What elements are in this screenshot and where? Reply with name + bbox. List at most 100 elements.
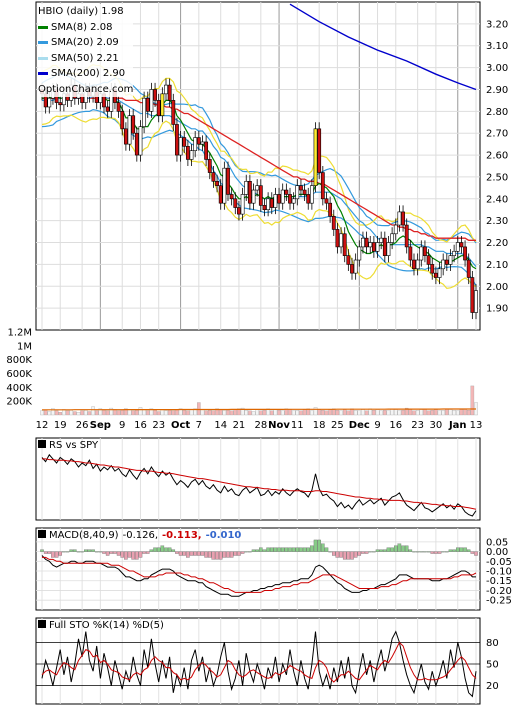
candle-body (288, 194, 292, 204)
candle-body (404, 224, 409, 248)
macd-histogram-bar (390, 547, 394, 552)
volume-bar (142, 409, 146, 416)
macd-histogram-bar (394, 545, 398, 552)
volume-bar (408, 409, 413, 416)
candle-body (251, 189, 256, 204)
watermark: OptionChance.com (38, 83, 134, 95)
candle-body (142, 97, 147, 127)
volume-ytick-label: 200K (6, 397, 32, 408)
xtick-label: 12 (36, 420, 49, 431)
volume-bar (353, 410, 358, 416)
candle-body (189, 150, 194, 160)
volume-ytick-label: 600K (6, 369, 32, 380)
candle-body (419, 246, 424, 261)
volume-bar (40, 410, 44, 416)
macd-histogram-bar (65, 551, 70, 553)
candle-body (196, 137, 201, 145)
legend-sma50: SMA(50) 2.21 (38, 51, 133, 67)
macd-histogram-bar (204, 551, 208, 558)
candle-body (211, 172, 216, 182)
volume-bar (277, 410, 281, 416)
xtick-label: 19 (54, 420, 67, 431)
candle-body (306, 194, 311, 204)
price-ytick-label: 2.50 (486, 172, 508, 183)
price-panel: 3.20 3.10 3.00 2.90 2.80 2.70 2.60 2.50 2.40 2.30… (35, 1, 508, 331)
macd-histogram-bar (342, 551, 347, 560)
candle-body (138, 126, 143, 156)
rs-average-line (42, 458, 477, 510)
volume-bar (280, 410, 285, 416)
volume-bar (342, 409, 347, 416)
volume-bar (182, 410, 186, 416)
candle-body (452, 250, 457, 256)
lower-yellow-band (41, 114, 477, 290)
volume-bar (419, 409, 424, 416)
candle-body (164, 84, 168, 95)
candle-body (346, 255, 351, 265)
macd-histogram-bar (328, 551, 332, 553)
volume-bar (98, 408, 103, 416)
candle-body (412, 259, 416, 270)
macd-histogram-bar (412, 551, 416, 553)
volume-bar (426, 410, 431, 416)
candle-body (299, 185, 303, 191)
candle-body (105, 106, 110, 112)
xtick-label: Oct (171, 420, 190, 431)
price-ytick-label: 2.00 (486, 282, 508, 293)
volume-bar (116, 410, 121, 416)
volume-bar (335, 410, 340, 416)
candle-body (390, 233, 395, 243)
candle-body (324, 198, 329, 204)
volume-bar (208, 410, 212, 416)
price-ytick-label: 3.20 (486, 19, 508, 30)
candle-body (262, 205, 267, 211)
macd-histogram-bar (160, 545, 165, 552)
macd-histogram-bar (237, 551, 241, 556)
macd-histogram-bar (288, 547, 292, 552)
candle-body (149, 89, 154, 112)
macd-histogram-bar (233, 551, 238, 556)
macd-histogram-bar (109, 551, 114, 554)
candle-body (371, 242, 376, 252)
volume-bar (91, 406, 95, 416)
macd-panel: 0.050.00-0.05-0.10-0.15-0.20-0.25 (35, 527, 512, 611)
xtick-label: 21 (233, 420, 246, 431)
macd-histogram-bar (404, 545, 409, 552)
macd-histogram-bar (441, 551, 445, 553)
candle-body (328, 202, 333, 217)
legend-sma200: SMA(200) 2.90 (38, 66, 133, 82)
macd-histogram-bar (149, 549, 154, 552)
candle-body (459, 242, 464, 248)
volume-ytick-label: 400K (6, 383, 32, 394)
macd-histogram-bar (43, 551, 48, 554)
price-ytick-label: 2.30 (486, 216, 508, 227)
macd-histogram-bar (255, 549, 259, 552)
macd-histogram-bar (437, 551, 442, 554)
candle-body (342, 233, 347, 256)
macd-title-text: MACD(8,40,9) (49, 530, 119, 541)
macd-histogram-bar (47, 551, 52, 554)
candle-body (364, 237, 369, 248)
macd-signal-value: -0.113, (162, 530, 202, 541)
volume-ytick-label: 1M (17, 341, 32, 352)
xtick-label: 23 (152, 420, 165, 431)
volume-bar (186, 410, 190, 416)
macd-histogram-bar (62, 551, 66, 553)
macd-histogram-bar (306, 547, 310, 552)
macd-value: -0.126, (122, 530, 159, 541)
panel-ytick-label: -0.10 (486, 567, 512, 578)
volume-bar (324, 410, 329, 416)
rs-title: RS vs SPY (38, 440, 102, 451)
candle-body (47, 97, 52, 108)
candle-body (280, 189, 285, 204)
volume-bar (127, 409, 132, 416)
sma200-line (289, 3, 477, 91)
volume-bar (58, 412, 62, 416)
panel-ytick-label: 0.05 (486, 537, 508, 548)
volume-bar (401, 410, 405, 416)
volume-bar (299, 410, 303, 416)
candle-body (218, 185, 223, 204)
volume-bar (87, 411, 92, 416)
xtick-label: 28 (254, 420, 267, 431)
xtick-label: 9 (374, 420, 380, 431)
